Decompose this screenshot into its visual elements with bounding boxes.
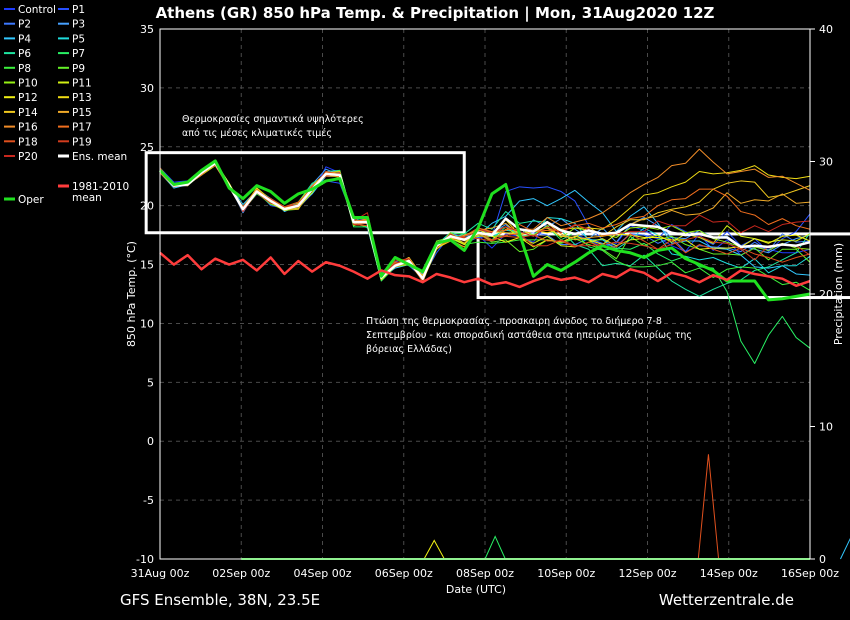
highlight-box-1 xyxy=(144,151,466,235)
y2-tick-label: 0 xyxy=(819,553,826,566)
legend-label: Ens. mean xyxy=(72,151,127,163)
legend-label: P20 xyxy=(18,151,38,163)
y-tick-label: -10 xyxy=(136,553,154,566)
legend-label: 1981-2010 xyxy=(72,181,129,193)
y-tick-label: 30 xyxy=(140,82,154,95)
annotation-line: Σεπτεμβρίου - και σποραδική αστάθεια στα… xyxy=(366,330,692,341)
y-tick-label: 35 xyxy=(140,23,154,36)
axes: -10 -5 0 5 10 15 20 25 30 35 0 10 20 30 40 31Aug 00z 02S… xyxy=(131,23,840,580)
precip-line-p12 xyxy=(423,539,445,560)
legend-label: P10 xyxy=(18,78,38,90)
y-tick-label: 25 xyxy=(140,141,154,154)
series-line-ens-mean xyxy=(159,162,811,280)
highlight-boxes xyxy=(144,151,850,300)
legend-label: Control xyxy=(18,4,56,16)
legend-label: P9 xyxy=(72,63,85,75)
annotation-line: Πτώση της θερμοκρασίας - προσκαιρη άνοδο… xyxy=(366,316,662,327)
series-line-p8 xyxy=(159,165,811,291)
legend-label: P8 xyxy=(18,63,31,75)
x-axis-title: Date (UTC) xyxy=(446,583,506,596)
legend-label: P14 xyxy=(18,107,38,119)
x-tick-label: 10Sep 00z xyxy=(537,567,595,580)
legend-label: P15 xyxy=(72,107,92,119)
legend: Control P1 P2 P3 P4 P5 P6 P7 P8 P9 P10 P11 P12 P13 P14… xyxy=(4,4,129,206)
legend-label: P3 xyxy=(72,19,85,31)
y2-tick-label: 10 xyxy=(819,421,833,434)
precip-line-p7 xyxy=(484,535,506,560)
precip-line-p18 xyxy=(697,454,720,560)
y-tick-label: 5 xyxy=(147,376,154,389)
x-tick-label: 31Aug 00z xyxy=(131,567,190,580)
x-tick-label: 16Sep 00z xyxy=(781,567,839,580)
y-axis-title: 850 hPa Temp. (°C) xyxy=(125,241,138,347)
legend-label: P12 xyxy=(18,92,38,104)
annotation-line: βόρειας Ελλάδας) xyxy=(366,344,452,355)
legend-label: Oper xyxy=(18,194,44,206)
legend-label: P13 xyxy=(72,92,92,104)
x-tick-label: 04Sep 00z xyxy=(294,567,352,580)
y-tick-label: 15 xyxy=(140,259,154,272)
temperature-lines xyxy=(158,148,811,364)
x-tick-label: 14Sep 00z xyxy=(700,567,758,580)
y2-tick-label: 20 xyxy=(819,288,833,301)
footer-website: Wetterzentrale.de xyxy=(659,591,794,609)
y-tick-label: 0 xyxy=(147,435,154,448)
x-tick-label: 08Sep 00z xyxy=(456,567,514,580)
legend-label: P19 xyxy=(72,136,92,148)
legend-label: P16 xyxy=(18,122,38,134)
footer-source: GFS Ensemble, 38N, 23.5E xyxy=(120,591,320,609)
legend-label: P17 xyxy=(72,122,92,134)
annotation-line: από τις μέσες κλιματικές τιμές xyxy=(182,128,332,139)
precip-line-p4 xyxy=(840,537,850,560)
highlight-box-2 xyxy=(476,232,850,300)
series-line-p18 xyxy=(159,165,811,282)
legend-label: P2 xyxy=(18,19,31,31)
series-line-p19 xyxy=(159,163,811,282)
x-tick-label: 02Sep 00z xyxy=(212,567,270,580)
annotation-line: Θερμοκρασίες σημαντικά υψηλότερες xyxy=(182,114,364,125)
y2-axis-title: Precipitation (mm) xyxy=(832,243,845,345)
legend-label: P11 xyxy=(72,78,92,90)
legend-label: P1 xyxy=(72,4,85,16)
x-tick-label: 06Sep 00z xyxy=(375,567,433,580)
series-line-oper xyxy=(158,159,811,302)
legend-label: P6 xyxy=(18,48,31,60)
y-tick-label: 20 xyxy=(140,200,154,213)
legend-label: P18 xyxy=(18,136,38,148)
legend-label: mean xyxy=(72,192,102,204)
chart-title: Athens (GR) 850 hPa Temp. & Precipitatio… xyxy=(156,4,715,23)
series-line-1981-2010-mean xyxy=(159,251,811,289)
legend-label: P5 xyxy=(72,33,85,45)
annotations: Θερμοκρασίες σημαντικά υψηλότερες από τις… xyxy=(182,114,692,355)
legend-label: P7 xyxy=(72,48,85,60)
y2-tick-label: 40 xyxy=(819,23,833,36)
legend-label: P4 xyxy=(18,33,31,45)
y-tick-label: -5 xyxy=(143,494,154,507)
y-tick-label: 10 xyxy=(140,317,154,330)
x-tick-label: 12Sep 00z xyxy=(619,567,677,580)
y2-tick-label: 30 xyxy=(819,156,833,169)
